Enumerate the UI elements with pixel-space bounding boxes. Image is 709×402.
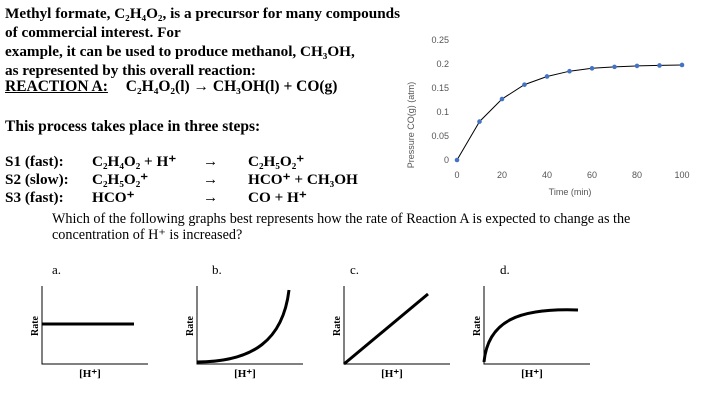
option-y-label: Rate: [185, 315, 196, 336]
reaction-a: REACTION A: C₂H₄O₂(l) → CH₃OH(l) + CO(g): [5, 78, 337, 96]
option-curve: [343, 292, 429, 366]
step-products: CO + H⁺: [248, 189, 307, 206]
step-reactants: C₂H₅O₂⁺: [92, 171, 149, 188]
chart-y-tick-label: 0.2: [436, 59, 449, 69]
question-text: Which of the following graphs best repre…: [52, 211, 631, 243]
option-graph[interactable]: Rate [H⁺]: [470, 280, 610, 380]
step-arrow: →: [203, 171, 219, 188]
intro-paragraph: Methyl formate, C₂H₄O₂, is a precursor f…: [5, 4, 415, 80]
option-axes: [41, 286, 148, 365]
chart-x-axis-label: Time (min): [549, 187, 592, 197]
option-x-label: [H⁺]: [79, 368, 101, 380]
chart-data-point: [454, 157, 460, 163]
chart-series-line: [456, 64, 683, 161]
chart-data-point: [567, 68, 572, 74]
step-products: HCO⁺ + CH₃OH: [248, 171, 358, 188]
intro-line-3: as represented by this overall reaction:: [5, 62, 256, 79]
chart-x-tick-label: 60: [587, 170, 597, 180]
chart-data-point: [679, 62, 685, 68]
option-y-label: Rate: [472, 315, 483, 336]
chart-data-point: [634, 63, 640, 69]
step-products: C₂H₅O₂⁺: [248, 153, 305, 170]
reaction-a-label: REACTION A:: [5, 78, 108, 95]
step-label: S2 (slow):: [5, 171, 69, 188]
chart-y-tick-label: 0.1: [436, 107, 449, 117]
option-x-label: [H⁺]: [381, 368, 403, 380]
option-axes: [483, 286, 590, 365]
chart-y-tick-label: 0.15: [431, 83, 449, 93]
chart-x-tick-label: 40: [542, 170, 552, 180]
step-arrow: →: [203, 189, 219, 206]
chart-x-tick-label: 100: [674, 170, 689, 180]
step-label: S1 (fast):: [5, 153, 64, 170]
option-axes: [196, 286, 303, 365]
chart-data-point: [657, 63, 662, 68]
chart-data-point: [477, 119, 482, 124]
step-reactants: C₂H₄O₂ + H⁺: [92, 153, 177, 170]
chart-data-point: [499, 96, 505, 102]
chart-x-tick-label: 80: [632, 170, 642, 180]
reaction-a-equation: C₂H₄O₂(l) → CH₃OH(l) + CO(g): [125, 78, 338, 95]
chart-y-tick-label: 0.05: [431, 131, 449, 141]
option-graph[interactable]: Rate [H⁺]: [330, 280, 470, 380]
option-x-label: [H⁺]: [521, 368, 543, 380]
step-label: S3 (fast):: [5, 189, 64, 206]
option-curve: [196, 289, 291, 364]
option-letter: d.: [500, 262, 510, 277]
chart-x-tick-label: 0: [454, 170, 459, 180]
option-y-label: Rate: [30, 315, 41, 336]
chart-x-tick-label: 20: [497, 170, 507, 180]
step-reactants: HCO⁺: [92, 189, 135, 206]
intro-line-1: Methyl formate, C₂H₄O₂, is a precursor f…: [5, 5, 401, 41]
chart-y-tick-label: 0: [444, 155, 449, 165]
chart-data-point: [612, 64, 617, 70]
option-x-label: [H⁺]: [234, 368, 256, 380]
chart-data-point: [522, 82, 527, 87]
option-letter: c.: [350, 262, 360, 277]
chart-y-axis-label: Pressure CO(g) (atm): [406, 82, 416, 169]
chart-y-tick-label: 0.25: [431, 35, 449, 45]
pressure-time-chart: Pressure CO(g) (atm) Time (min) 0 0.05 0.1…: [406, 35, 690, 197]
option-graph[interactable]: Rate [H⁺]: [28, 280, 168, 380]
chart-data-point: [544, 74, 550, 79]
option-letter: a.: [52, 262, 62, 277]
option-y-label: Rate: [332, 315, 343, 336]
step-arrow: →: [203, 153, 219, 170]
intro-line-2: example, it can be used to produce metha…: [5, 43, 355, 60]
steps-intro: This process takes place in three steps:: [5, 118, 261, 135]
option-graph[interactable]: Rate [H⁺]: [183, 280, 323, 380]
chart-data-point: [589, 66, 595, 71]
option-letter: b.: [212, 262, 222, 277]
option-curve: [482, 308, 579, 363]
